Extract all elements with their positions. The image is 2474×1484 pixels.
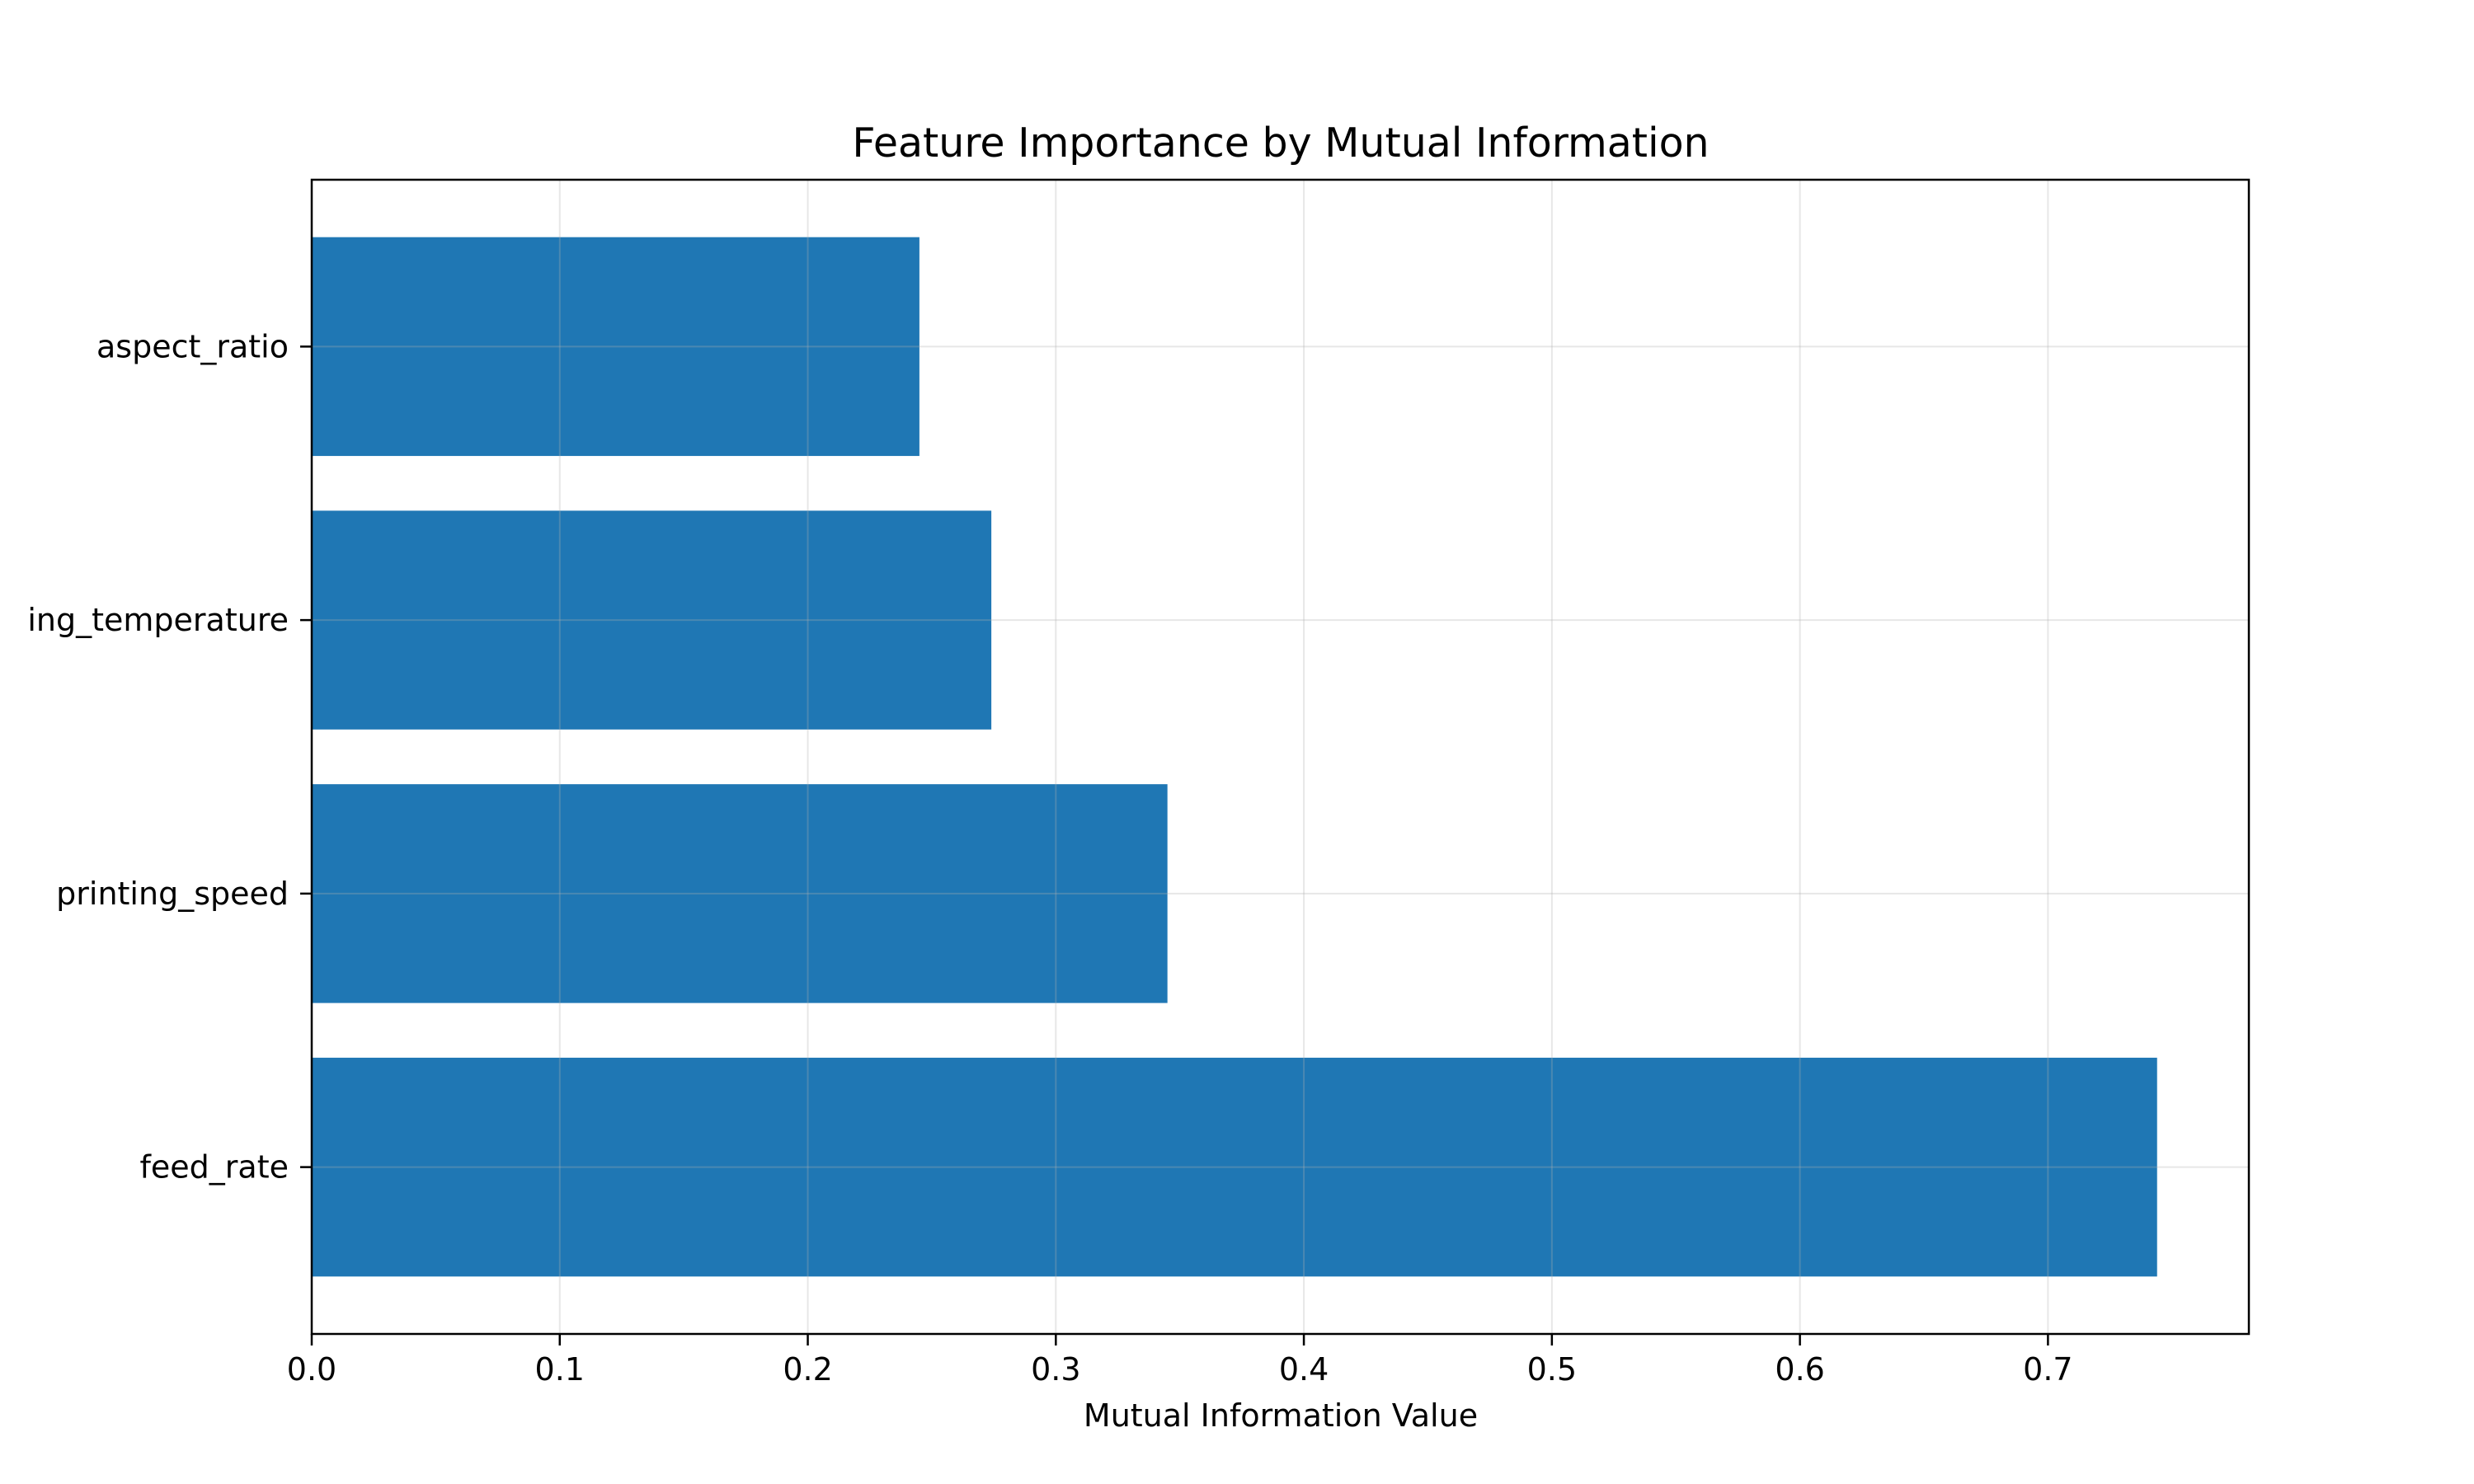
x-tick-label: 0.6 (1775, 1351, 1824, 1388)
x-tick-label: 0.7 (2023, 1351, 2072, 1388)
x-tick-label: 0.5 (1527, 1351, 1577, 1388)
bars (312, 237, 2157, 1277)
bar-feed_rate (312, 1057, 2157, 1277)
x-axis: 0.0 0.1 0.2 0.3 0.4 0.5 0.6 0.7 (287, 1334, 2073, 1388)
y-axis: feed_rate printing_speed ing_temperature as… (27, 328, 312, 1186)
y-tick-label: feed_rate (140, 1149, 289, 1186)
x-tick-label: 0.4 (1279, 1351, 1329, 1388)
bar-aspect_ratio (312, 237, 920, 457)
y-tick-label: aspect_ratio (96, 328, 289, 364)
x-tick-label: 0.0 (287, 1351, 336, 1388)
y-tick-label: ing_temperature (27, 602, 289, 638)
chart-title: Feature Importance by Mutual Information (852, 120, 1709, 167)
x-axis-label: Mutual Information Value (1084, 1397, 1478, 1434)
bar-ing_temperature (312, 510, 992, 730)
plot-frame (310, 178, 2251, 1336)
x-tick-label: 0.3 (1031, 1351, 1080, 1388)
x-tick-label: 0.2 (783, 1351, 832, 1388)
bar-printing_speed (312, 784, 1168, 1003)
y-tick-label: printing_speed (56, 876, 289, 912)
x-tick-label: 0.1 (535, 1351, 585, 1388)
